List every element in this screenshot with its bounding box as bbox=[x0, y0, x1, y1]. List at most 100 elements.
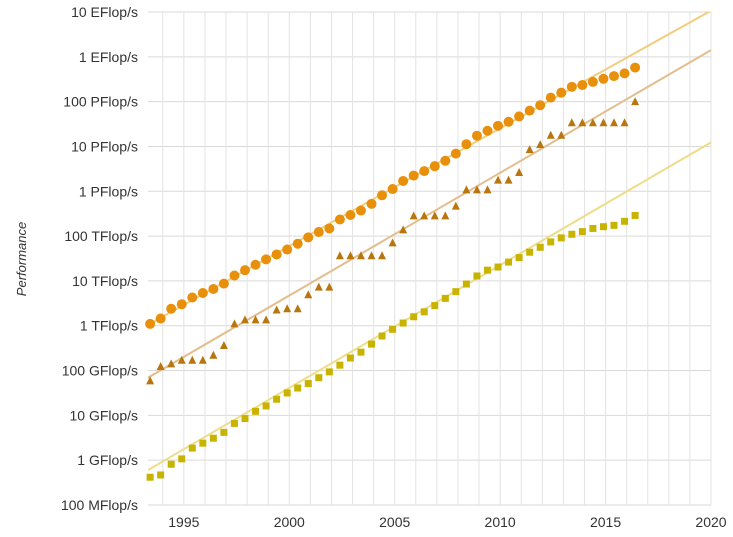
sum-point bbox=[218, 278, 229, 289]
top1-point bbox=[588, 118, 597, 127]
sum-point bbox=[482, 125, 493, 136]
x-tick-label: 2005 bbox=[379, 514, 410, 530]
y-tick-label: 1 PFlop/s bbox=[79, 183, 138, 199]
y-tick-label: 10 TFlop/s bbox=[72, 273, 138, 289]
top1-point bbox=[399, 225, 408, 234]
top1-point bbox=[156, 362, 165, 371]
top500-point bbox=[230, 419, 238, 427]
top500-point bbox=[494, 263, 502, 271]
top1-point bbox=[146, 376, 155, 385]
top1-point bbox=[325, 282, 334, 291]
sum-point bbox=[166, 303, 177, 314]
sum-point bbox=[355, 205, 366, 216]
top500-point bbox=[557, 234, 565, 242]
top500-point bbox=[252, 407, 260, 415]
sum-point bbox=[345, 210, 356, 221]
sum-point bbox=[334, 214, 345, 225]
y-axis-title: Performance bbox=[14, 222, 29, 296]
sum-point bbox=[429, 161, 440, 172]
top1-point bbox=[483, 185, 492, 194]
top500-point bbox=[273, 395, 281, 403]
top500-point bbox=[526, 248, 534, 256]
top500-point bbox=[368, 340, 376, 348]
top500-point bbox=[304, 380, 312, 388]
top1-point bbox=[388, 238, 397, 247]
top500-point bbox=[209, 434, 217, 442]
top1-point bbox=[472, 185, 481, 194]
top500-point bbox=[473, 272, 481, 280]
y-tick-label: 1 EFlop/s bbox=[79, 49, 138, 65]
top1-point bbox=[420, 211, 429, 220]
top1-point bbox=[262, 315, 271, 324]
top500-point bbox=[357, 348, 365, 356]
top500-point bbox=[378, 332, 386, 340]
sum-point bbox=[587, 76, 598, 87]
top1-point bbox=[504, 175, 513, 184]
top500-point bbox=[568, 230, 576, 238]
sum-point bbox=[619, 68, 630, 79]
top500-point bbox=[146, 473, 154, 481]
top1-point bbox=[240, 315, 249, 324]
top500-point bbox=[441, 294, 449, 302]
top1-point bbox=[515, 167, 524, 176]
sum-point bbox=[440, 155, 451, 166]
sum-point bbox=[398, 175, 409, 186]
top500-point bbox=[621, 217, 629, 225]
y-tick-label: 1 GFlop/s bbox=[77, 452, 138, 468]
x-tick-label: 2015 bbox=[590, 514, 621, 530]
top500-point bbox=[157, 471, 165, 479]
top1-point bbox=[462, 185, 471, 194]
x-tick-label: 2010 bbox=[485, 514, 516, 530]
top500-point bbox=[188, 444, 196, 452]
top500-point bbox=[505, 258, 513, 266]
top500-point bbox=[262, 402, 270, 410]
top1-point bbox=[536, 140, 545, 149]
y-tick-label: 10 EFlop/s bbox=[71, 4, 138, 20]
top1-point bbox=[378, 251, 387, 260]
y-tick-label: 10 GFlop/s bbox=[70, 407, 138, 423]
top1-point bbox=[367, 251, 376, 260]
sum-point bbox=[545, 92, 556, 103]
sum-point bbox=[556, 87, 567, 98]
top1-point bbox=[578, 118, 587, 127]
top1-point bbox=[283, 304, 292, 313]
top500-point bbox=[515, 254, 523, 262]
sum-point bbox=[598, 73, 609, 84]
top500-point bbox=[410, 313, 418, 321]
top500-point bbox=[399, 319, 407, 327]
x-tick-label: 1995 bbox=[168, 514, 199, 530]
top500-point bbox=[283, 389, 291, 397]
top500-point bbox=[389, 325, 397, 333]
sum-point bbox=[313, 227, 324, 238]
top500-point bbox=[483, 266, 491, 274]
top1-point bbox=[441, 211, 450, 220]
top500-point bbox=[589, 224, 597, 232]
data-points bbox=[145, 62, 641, 481]
sum-point bbox=[387, 184, 398, 195]
top500-point bbox=[241, 415, 249, 423]
sum-point bbox=[292, 238, 303, 249]
top1-point bbox=[198, 355, 207, 364]
top500-point bbox=[420, 308, 428, 316]
top1-point bbox=[230, 319, 239, 328]
top1-point bbox=[188, 355, 197, 364]
sum-point bbox=[271, 249, 282, 260]
top500-point bbox=[631, 211, 639, 219]
sum-point bbox=[155, 313, 166, 324]
top1-point bbox=[314, 282, 323, 291]
y-tick-label: 10 PFlop/s bbox=[71, 138, 138, 154]
top500-point bbox=[452, 288, 460, 296]
top500-point bbox=[536, 243, 544, 251]
sum-point bbox=[503, 116, 514, 127]
y-tick-label: 100 PFlop/s bbox=[63, 94, 138, 110]
y-tick-label: 100 TFlop/s bbox=[64, 228, 138, 244]
sum-point bbox=[197, 288, 208, 299]
sum-point bbox=[630, 62, 641, 73]
top500-point bbox=[346, 354, 354, 362]
sum-point bbox=[250, 259, 261, 270]
sum-point bbox=[187, 292, 198, 303]
top1-point bbox=[209, 350, 218, 359]
top1-point bbox=[177, 355, 186, 364]
top500-point bbox=[199, 439, 207, 447]
